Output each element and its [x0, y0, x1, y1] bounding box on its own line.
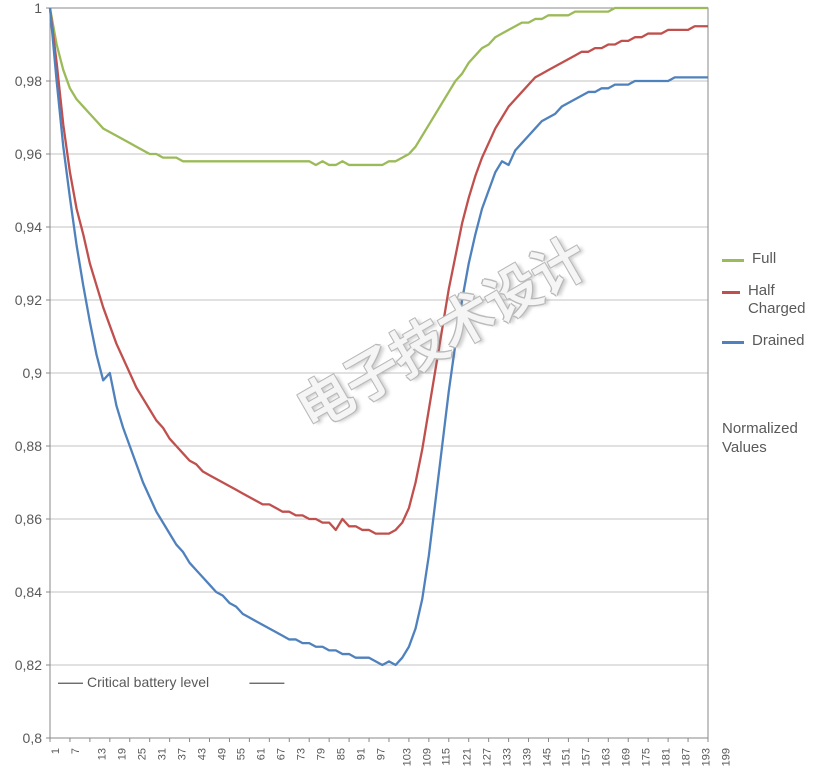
y-tick-label: 0,88 [0, 438, 42, 454]
y-tick-label: 0,96 [0, 146, 42, 162]
x-tick-label: 1 [50, 748, 62, 754]
x-tick-label: 43 [196, 748, 208, 760]
y-tick-label: 1 [0, 0, 42, 16]
x-tick-label: 37 [176, 748, 188, 760]
y-tick-label: 0,9 [0, 365, 42, 381]
x-tick-label: 19 [116, 748, 128, 760]
y-tick-label: 0,92 [0, 292, 42, 308]
x-tick-label: 85 [335, 748, 347, 760]
legend-swatch [722, 291, 740, 294]
legend-item-drained: Drained [722, 332, 820, 350]
line-chart [0, 0, 820, 771]
critical-level-annotation: Critical battery level [87, 674, 209, 690]
legend-item-full: Full [722, 250, 820, 268]
x-tick-label: 79 [315, 748, 327, 760]
x-tick-label: 121 [461, 748, 473, 766]
x-tick-label: 115 [440, 748, 452, 766]
x-tick-label: 127 [481, 748, 493, 766]
legend-label: Half Charged [748, 282, 820, 318]
y-tick-label: 0,8 [0, 730, 42, 746]
legend-item-half: Half Charged [722, 282, 820, 318]
x-tick-label: 91 [355, 748, 367, 760]
x-tick-label: 61 [256, 748, 268, 760]
x-tick-label: 169 [621, 748, 633, 766]
x-tick-label: 31 [156, 748, 168, 760]
x-tick-label: 187 [680, 748, 692, 766]
x-tick-label: 25 [136, 748, 148, 760]
legend-swatch [722, 341, 744, 344]
x-tick-label: 109 [421, 748, 433, 766]
chart-container: 0,80,820,840,860,880,90,920,940,960,981 … [0, 0, 820, 771]
x-tick-label: 175 [641, 748, 653, 766]
x-tick-label: 145 [541, 748, 553, 766]
x-tick-label: 73 [296, 748, 308, 760]
legend: Full Half Charged Drained [722, 250, 820, 364]
legend-swatch [722, 259, 744, 262]
x-tick-label: 13 [96, 748, 108, 760]
x-tick-label: 103 [401, 748, 413, 766]
x-tick-label: 151 [561, 748, 573, 766]
x-tick-label: 199 [720, 748, 732, 766]
x-tick-label: 133 [501, 748, 513, 766]
x-tick-label: 157 [581, 748, 593, 766]
y-tick-label: 0,98 [0, 73, 42, 89]
legend-label: Drained [752, 332, 805, 350]
y-tick-label: 0,84 [0, 584, 42, 600]
legend-label: Full [752, 250, 776, 268]
y-tick-label: 0,82 [0, 657, 42, 673]
side-note: Normalized Values [722, 420, 817, 458]
x-tick-label: 139 [521, 748, 533, 766]
x-tick-label: 193 [700, 748, 712, 766]
x-tick-label: 55 [236, 748, 248, 760]
x-tick-label: 67 [276, 748, 288, 760]
x-tick-label: 7 [70, 748, 82, 754]
x-tick-label: 181 [661, 748, 673, 766]
x-tick-label: 49 [216, 748, 228, 760]
x-tick-label: 163 [601, 748, 613, 766]
x-tick-label: 97 [375, 748, 387, 760]
y-tick-label: 0,94 [0, 219, 42, 235]
y-tick-label: 0,86 [0, 511, 42, 527]
